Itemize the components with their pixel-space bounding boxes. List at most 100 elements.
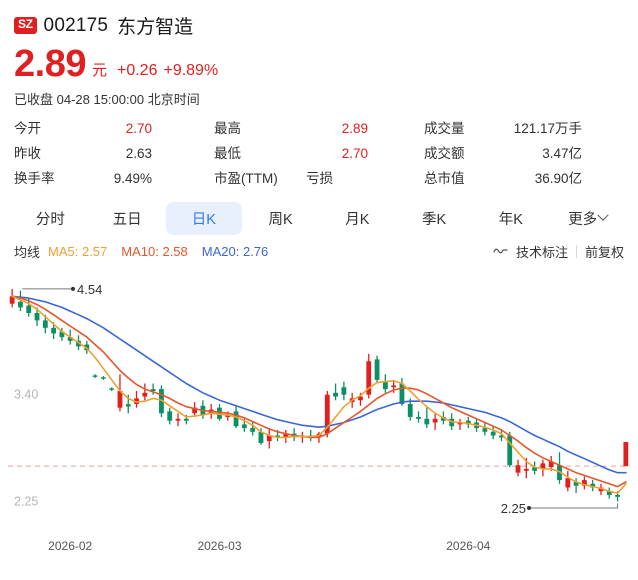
adjust-type-button[interactable]: 前复权	[584, 244, 624, 260]
stat-label: 市盈(TTM)	[214, 171, 278, 186]
price-change-percent: +9.89%	[163, 62, 219, 79]
chart-period-tabs: 分时 五日 日K 周K 月K 季K 年K 更多	[0, 198, 638, 238]
candle	[59, 327, 65, 341]
tab-weekly-k[interactable]: 周K	[268, 211, 293, 228]
candle	[142, 383, 148, 401]
market-status: 已收盘 04-28 15:00:00 北京时间	[14, 92, 200, 107]
stat-row: 市盈(TTM) 亏损	[214, 167, 424, 192]
price-row: 2.89 元 +0.26 +9.89%	[14, 45, 638, 83]
candle	[482, 422, 488, 436]
tab-more[interactable]: 更多	[549, 202, 626, 235]
candle	[407, 398, 413, 421]
quote-header: SZ 002175 东方智造 2.89 元 +0.26 +9.89% 已收盘 0…	[0, 0, 638, 108]
candle	[150, 383, 156, 395]
chart-high-annotation: 4.54	[77, 282, 102, 297]
x-axis-tick-label: 2026-03	[197, 539, 241, 553]
candle	[532, 461, 538, 475]
stat-value: 3.47亿	[542, 146, 582, 161]
stat-value: 2.70	[341, 146, 368, 161]
candle	[192, 402, 198, 417]
candle	[581, 476, 587, 490]
stat-row: 成交量 121.17万手	[424, 117, 624, 142]
stat-value: 36.90亿	[534, 171, 582, 186]
candlestick-chart-svg[interactable]: 3.40 2.25 4.54 2.25 2026-02 2026-03 2026-04	[0, 266, 638, 566]
price-change: +0.26	[116, 62, 158, 79]
candle	[465, 416, 471, 429]
candle	[540, 459, 546, 477]
stat-label: 成交量	[424, 121, 465, 136]
ma-bar-title: 均线	[14, 244, 41, 260]
stat-row: 总市值 36.90亿	[424, 167, 624, 192]
stat-label: 换手率	[14, 171, 55, 186]
tab-monthly-k[interactable]: 月K	[345, 211, 370, 228]
candle	[134, 390, 139, 408]
candle	[432, 413, 438, 430]
candle	[598, 483, 604, 495]
candle	[573, 478, 579, 494]
last-price: 2.89	[14, 43, 86, 85]
candle	[18, 290, 23, 312]
tab-fenshi[interactable]: 分时	[35, 211, 65, 228]
candle	[42, 314, 48, 334]
candle	[623, 442, 629, 467]
candle	[424, 405, 430, 429]
stats-column-3: 成交量 121.17万手 成交额 3.47亿 总市值 36.90亿	[424, 117, 624, 192]
candle	[92, 374, 98, 378]
ma20-value: MA20: 2.76	[201, 243, 269, 259]
candle	[557, 452, 562, 484]
candle	[333, 383, 338, 401]
stat-value: 2.63	[125, 146, 152, 161]
candle	[366, 353, 372, 399]
ma5-value: MA5: 2.57	[48, 243, 108, 259]
stat-value: 9.49%	[113, 171, 152, 186]
candle	[117, 374, 123, 412]
chevron-down-icon	[597, 209, 609, 221]
chart-low-annotation: 2.25	[501, 501, 526, 516]
candlestick-chart[interactable]: 3.40 2.25 4.54 2.25 2026-02 2026-03 2026-04	[0, 266, 638, 566]
stat-label: 今开	[14, 121, 41, 136]
stat-label: 最高	[214, 121, 241, 136]
price-currency-unit: 元	[91, 62, 107, 79]
candle	[167, 407, 173, 425]
candle	[9, 288, 15, 308]
tab-daily-k[interactable]: 日K	[165, 201, 243, 235]
stats-grid: 今开 2.70 昨收 2.63 换手率 9.49% 最高 2.89 最低 2.7…	[0, 117, 638, 192]
symbol-row: SZ 002175 东方智造	[14, 12, 638, 39]
x-axis-tick-label: 2026-02	[48, 539, 92, 553]
stat-value: 亏损	[306, 171, 333, 186]
candle	[565, 470, 571, 492]
candle	[590, 480, 596, 492]
candle	[341, 381, 347, 401]
tab-yearly-k[interactable]: 年K	[498, 211, 523, 228]
candle	[416, 411, 421, 423]
stat-label: 总市值	[424, 171, 465, 186]
candle	[175, 413, 181, 427]
y-axis-tick-label: 3.40	[14, 388, 38, 402]
candle	[507, 431, 513, 468]
candle	[490, 426, 496, 440]
candle	[499, 429, 504, 442]
stat-value: 2.70	[125, 121, 152, 136]
stat-value: 121.17万手	[513, 121, 582, 136]
candle	[606, 487, 612, 499]
candle	[109, 387, 115, 391]
candle	[34, 307, 40, 326]
candle	[374, 355, 380, 384]
candle	[283, 429, 289, 443]
tab-five-day[interactable]: 五日	[112, 211, 142, 228]
wave-icon	[493, 248, 508, 254]
candle	[399, 377, 405, 406]
stat-label: 成交额	[424, 146, 465, 161]
candle	[382, 374, 388, 393]
candle	[100, 376, 106, 380]
stat-value: 2.89	[341, 121, 368, 136]
stock-name: 东方智造	[117, 17, 194, 38]
tab-quarterly-k[interactable]: 季K	[422, 211, 447, 228]
stats-column-2: 最高 2.89 最低 2.70 市盈(TTM) 亏损	[214, 117, 424, 192]
candle	[457, 418, 463, 430]
stock-code: 002175	[43, 14, 109, 36]
chart-options: 技术标注 前复权	[493, 242, 624, 261]
tab-more-label: 更多	[568, 211, 598, 228]
tech-note-button[interactable]: 技术标注	[515, 244, 568, 260]
